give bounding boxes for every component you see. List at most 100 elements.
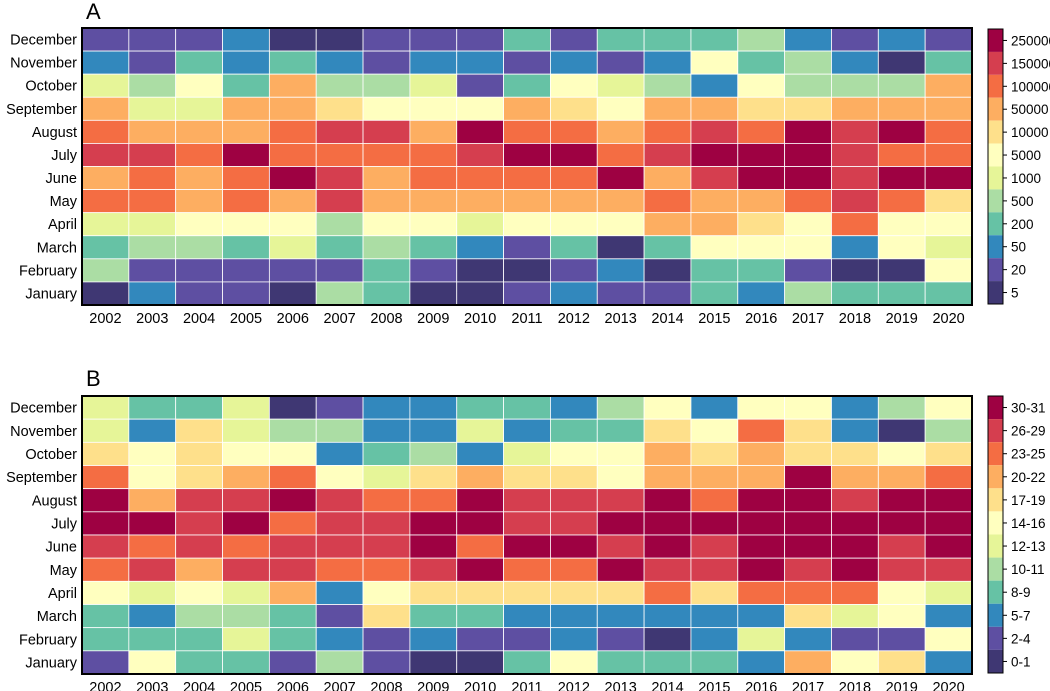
- heatmap-cell: [409, 604, 458, 629]
- heatmap-cell: [550, 27, 598, 52]
- heatmap-cell: [175, 580, 223, 605]
- heatmap-cell: [456, 119, 504, 144]
- heatmap-cell: [503, 166, 551, 190]
- heatmap-cell: [877, 465, 926, 490]
- heatmap-cell: [503, 27, 551, 52]
- heatmap-cell: [175, 119, 223, 144]
- heatmap-cell: [409, 143, 458, 167]
- heatmap-cell: [737, 395, 786, 420]
- panel-title: A: [86, 0, 101, 24]
- heatmap-cell: [128, 96, 177, 121]
- heatmap-cell: [550, 418, 598, 443]
- heatmap-cell: [690, 119, 739, 144]
- heatmap-cell: [315, 441, 364, 466]
- heatmap-cell: [175, 27, 223, 52]
- heatmap-cell: [831, 627, 879, 652]
- heatmap-cell: [456, 511, 504, 536]
- heatmap-cell: [831, 73, 879, 98]
- heatmap-cell: [643, 143, 692, 167]
- legend-label: 20: [1011, 263, 1026, 278]
- heatmap-cell: [643, 650, 692, 675]
- heatmap-cell: [268, 627, 317, 652]
- heatmap-cell: [784, 604, 832, 629]
- heatmap-cell: [315, 189, 364, 214]
- heatmap-cell: [362, 281, 411, 306]
- legend-swatch: [988, 97, 1003, 121]
- heatmap-cell: [831, 395, 879, 420]
- y-tick-label: February: [19, 263, 78, 279]
- legend-label: 250000: [1011, 33, 1050, 48]
- heatmap-cell: [737, 27, 786, 52]
- plot-frame: [81, 395, 973, 675]
- heatmap-cell: [690, 50, 739, 75]
- heatmap-cell: [409, 73, 458, 98]
- heatmap-cell: [268, 441, 317, 466]
- heatmap-cell: [877, 441, 926, 466]
- heatmap-cell: [737, 534, 786, 559]
- heatmap-cell: [362, 143, 411, 167]
- heatmap-cell: [690, 580, 739, 605]
- x-tick-label: 2014: [651, 311, 683, 327]
- panel-title: B: [86, 366, 101, 391]
- heatmap-cell: [362, 258, 411, 283]
- heatmap-cell: [877, 258, 926, 283]
- x-tick-label: 2002: [89, 311, 121, 327]
- heatmap-cell: [222, 189, 270, 214]
- heatmap-cell: [315, 488, 364, 513]
- heatmap-cell: [175, 488, 223, 513]
- legend-label: 0-1: [1011, 654, 1031, 669]
- legend-label: 50: [1011, 240, 1026, 255]
- legend-swatch: [988, 396, 1003, 420]
- x-tick-label: 2010: [464, 680, 496, 691]
- heatmap-cell: [924, 281, 973, 306]
- heatmap-cell: [175, 534, 223, 559]
- heatmap-cell: [128, 395, 177, 420]
- heatmap-cell: [175, 189, 223, 214]
- heatmap-cell: [737, 189, 786, 214]
- heatmap-cell: [784, 465, 832, 490]
- legend-swatch: [988, 488, 1003, 512]
- heatmap-cell: [924, 604, 973, 629]
- y-tick-label: September: [6, 102, 77, 118]
- heatmap-cell: [268, 119, 317, 144]
- legend-label: 500: [1011, 194, 1034, 209]
- heatmap-cell: [924, 488, 973, 513]
- heatmap-cell: [784, 212, 832, 237]
- heatmap-cell: [690, 235, 739, 260]
- heatmap-cell: [456, 189, 504, 214]
- heatmap-cell: [831, 488, 879, 513]
- x-tick-label: 2015: [698, 680, 730, 691]
- heatmap-cell: [175, 604, 223, 629]
- heatmap-cell: [503, 235, 551, 260]
- y-tick-label: January: [25, 286, 77, 302]
- heatmap-cell: [596, 143, 645, 167]
- heatmap-cell: [784, 119, 832, 144]
- heatmap-cell: [924, 50, 973, 75]
- heatmap-cell: [315, 212, 364, 237]
- heatmap-cell: [596, 395, 645, 420]
- heatmap-cell: [222, 395, 270, 420]
- legend-label: 5: [1011, 286, 1019, 301]
- heatmap-cell: [81, 511, 130, 536]
- heatmap-cell: [175, 143, 223, 167]
- heatmap-cell: [503, 604, 551, 629]
- heatmap-cell: [690, 395, 739, 420]
- heatmap-cell: [596, 441, 645, 466]
- heatmap-cell: [550, 235, 598, 260]
- y-tick-label: June: [46, 540, 77, 556]
- heatmap-cell: [128, 143, 177, 167]
- heatmap-cell: [128, 418, 177, 443]
- y-tick-label: December: [10, 33, 77, 49]
- heatmap-cell: [831, 650, 879, 675]
- heatmap-cell: [643, 281, 692, 306]
- x-tick-label: 2009: [417, 680, 449, 691]
- heatmap-cell: [409, 212, 458, 237]
- x-tick-label: 2006: [277, 680, 309, 691]
- heatmap-cell: [877, 281, 926, 306]
- heatmap-cell: [222, 166, 270, 190]
- heatmap-cell: [81, 235, 130, 260]
- legend-label: 10000: [1011, 125, 1049, 140]
- y-tick-label: November: [10, 56, 77, 72]
- y-tick-label: April: [48, 586, 77, 602]
- heatmap-cell: [362, 488, 411, 513]
